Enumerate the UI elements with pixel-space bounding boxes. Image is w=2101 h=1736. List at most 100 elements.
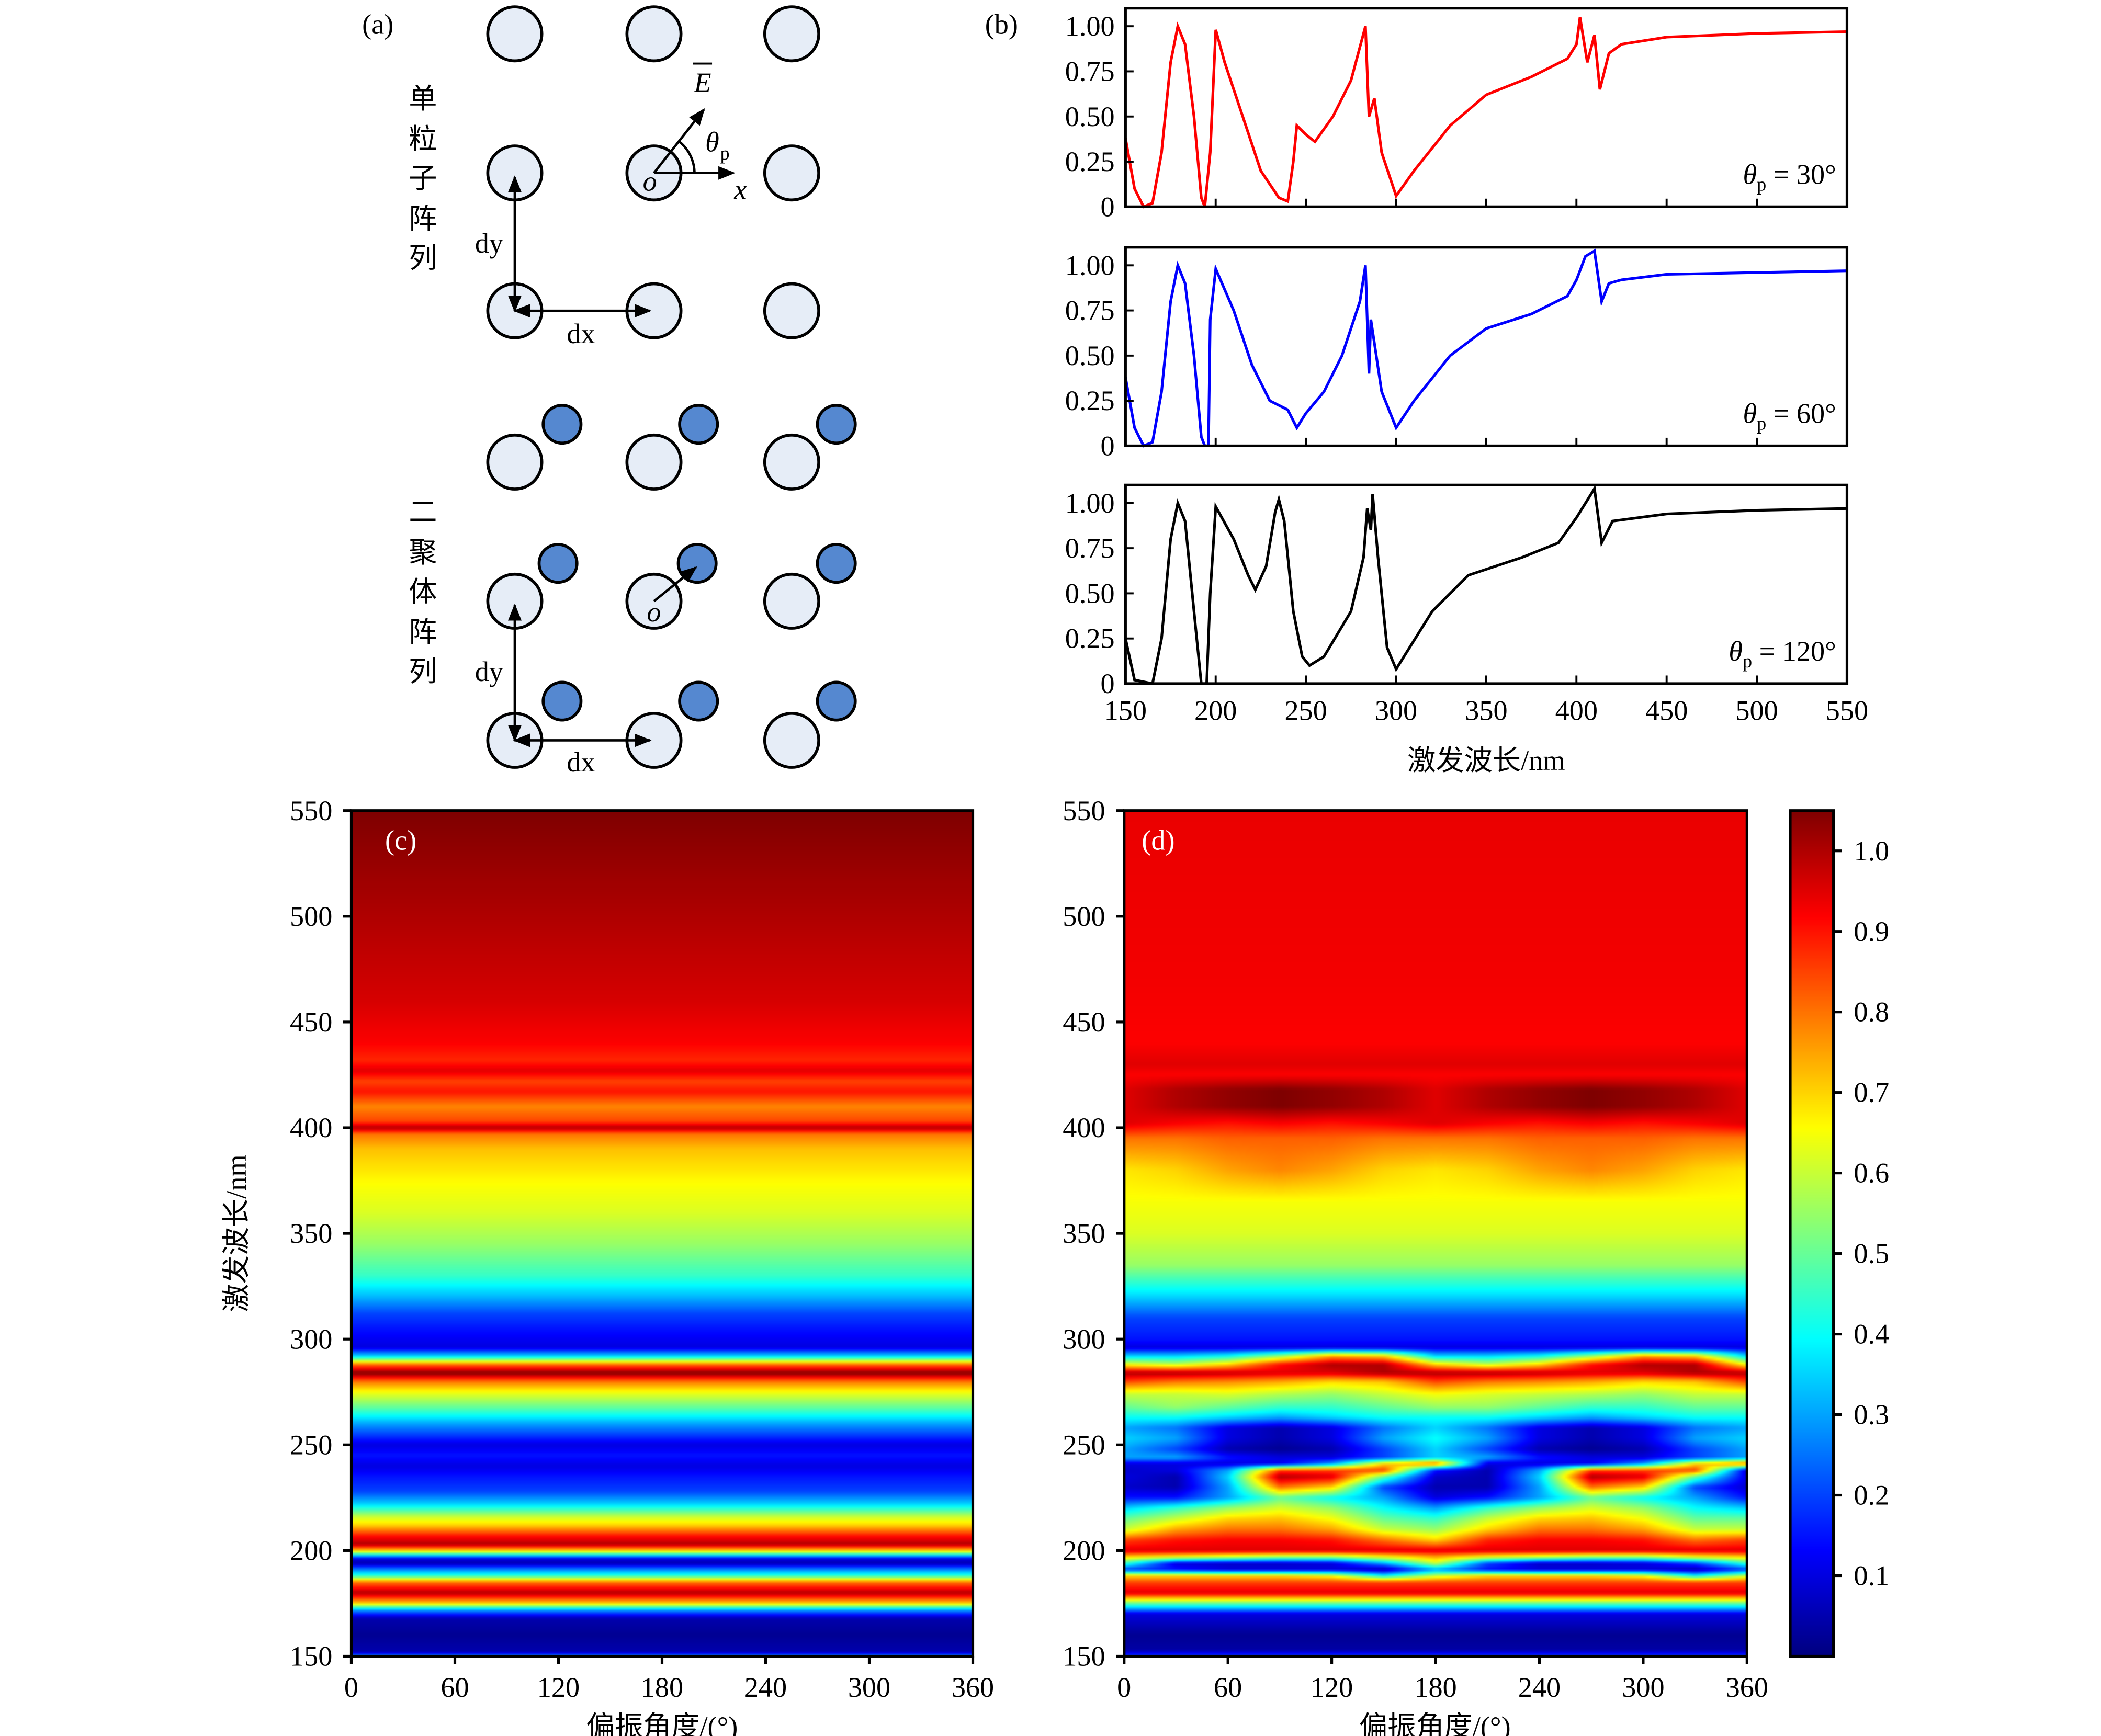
colorbar bbox=[1790, 810, 1834, 1656]
y-tick-label: 550 bbox=[290, 795, 332, 826]
x-label: x bbox=[733, 174, 747, 205]
dimer-small-particle bbox=[816, 680, 857, 722]
y-tick-label: 0.75 bbox=[1065, 532, 1115, 564]
dy-label: dy bbox=[475, 656, 503, 687]
y-tick-label: 200 bbox=[1063, 1535, 1105, 1566]
x-tick-label: 360 bbox=[1726, 1672, 1768, 1703]
group1-title-char: 列 bbox=[409, 243, 437, 274]
dimer-small-particle bbox=[816, 543, 857, 584]
x-tick-label: 0 bbox=[1117, 1672, 1131, 1703]
x-tick-label: 550 bbox=[1826, 695, 1868, 727]
y-tick-label: 450 bbox=[1063, 1006, 1105, 1038]
panel-label-a: (a) bbox=[362, 9, 393, 40]
y-tick-label: 0.25 bbox=[1065, 146, 1115, 177]
y-tick-label: 500 bbox=[1063, 901, 1105, 932]
panel-label-b: (b) bbox=[985, 9, 1018, 40]
colorbar-tick-label: 0.4 bbox=[1854, 1319, 1889, 1350]
dimer-large-particle bbox=[763, 433, 820, 491]
y-tick-label: 0 bbox=[1101, 191, 1115, 222]
particle bbox=[763, 5, 820, 63]
colorbar-tick-label: 0.8 bbox=[1854, 996, 1889, 1028]
x-tick-label: 300 bbox=[1622, 1672, 1664, 1703]
particle bbox=[486, 5, 544, 63]
y-tick-label: 0 bbox=[1101, 668, 1115, 699]
y-tick-label: 0.50 bbox=[1065, 340, 1115, 371]
group2-title: 二 聚 体 阵 列 bbox=[409, 496, 437, 687]
x-tick-label: 120 bbox=[1311, 1672, 1353, 1703]
x-tick-label: 180 bbox=[641, 1672, 683, 1703]
b-x-axis-label: 激发波长/nm bbox=[1407, 745, 1565, 776]
colorbar-frame bbox=[1789, 809, 1835, 1658]
dimer-large-particle bbox=[763, 572, 820, 630]
colorbar-tick-label: 0.1 bbox=[1854, 1560, 1889, 1592]
y-tick-label: 0.75 bbox=[1065, 295, 1115, 326]
dx-label: dx bbox=[567, 318, 595, 349]
y-tick-label: 0.25 bbox=[1065, 623, 1115, 654]
panel-label-c: (c) bbox=[385, 825, 416, 856]
dimer-small-particle bbox=[678, 404, 719, 445]
y-tick-label: 250 bbox=[1063, 1429, 1105, 1460]
dimer-small-particle bbox=[537, 543, 579, 584]
y-tick-label: 1.00 bbox=[1065, 10, 1115, 42]
particle bbox=[625, 5, 683, 63]
x-tick-label: 150 bbox=[1104, 695, 1147, 727]
heatmap-c bbox=[351, 810, 973, 1656]
angle-arc bbox=[679, 141, 696, 173]
y-tick-label: 550 bbox=[1063, 795, 1105, 826]
x-tick-label: 0 bbox=[344, 1672, 358, 1703]
x-tick-label: 250 bbox=[1284, 695, 1327, 727]
e-field-label: E bbox=[693, 67, 711, 98]
dimer-small-particle bbox=[541, 680, 583, 722]
dimer-large-particle bbox=[625, 572, 683, 630]
series-line bbox=[1124, 484, 1847, 686]
panel-b-spectra: (b) 0 0.25 0.50 0.75 1.00 θp = 30° 0 0.25 0.50 0.… bbox=[985, 7, 1868, 776]
x-tick-label: 300 bbox=[1375, 695, 1417, 727]
dy-label: dy bbox=[475, 228, 503, 259]
y-tick-label: 500 bbox=[290, 901, 332, 932]
y-tick-label: 300 bbox=[1063, 1323, 1105, 1355]
x-tick-label: 300 bbox=[848, 1672, 890, 1703]
y-tick-label: 450 bbox=[290, 1006, 332, 1038]
group2-title-char: 二 bbox=[409, 496, 437, 528]
particle-array bbox=[486, 5, 857, 769]
subplot-2: 0 0.25 0.50 0.75 1.00 150 200 250 300 350 400 450 50… bbox=[1065, 483, 1868, 727]
y-tick-label: 400 bbox=[290, 1112, 332, 1143]
dimer-large-particle bbox=[486, 433, 544, 491]
group2-title-char: 体 bbox=[409, 576, 437, 607]
x-tick-label: 500 bbox=[1735, 695, 1778, 727]
x-tick-label: 400 bbox=[1555, 695, 1598, 727]
colorbar-tick-label: 0.7 bbox=[1854, 1077, 1889, 1108]
colorbar-tick-label: 1.0 bbox=[1854, 835, 1889, 867]
panel-d-heatmap: 150 200 250 300 350 400 450 500 550 0 60 120 180 240 3… bbox=[1063, 795, 1889, 1736]
particle bbox=[763, 282, 820, 339]
panel-a-schematic: (a) 单 粒 子 阵 列 二 聚 体 阵 列 dy dx E θ p x o bbox=[362, 5, 857, 778]
colorbar-tick-label: 0.5 bbox=[1854, 1238, 1889, 1269]
d-x-axis-label: 偏振角度/(°) bbox=[1359, 1711, 1511, 1736]
dimer-large-particle bbox=[763, 711, 820, 769]
group2-title-char: 阵 bbox=[409, 617, 437, 648]
y-tick-label: 0.25 bbox=[1065, 385, 1115, 416]
series-line bbox=[1124, 17, 1847, 209]
y-tick-label: 1.00 bbox=[1065, 249, 1115, 281]
origin-label: o bbox=[647, 596, 661, 628]
group1-title-char: 单 bbox=[409, 83, 437, 115]
group1-title: 单 粒 子 阵 列 bbox=[409, 83, 437, 274]
colorbar-tick-label: 0.3 bbox=[1854, 1399, 1889, 1431]
x-tick-label: 180 bbox=[1414, 1672, 1456, 1703]
y-tick-label: 250 bbox=[290, 1429, 332, 1460]
y-tick-label: 0 bbox=[1101, 430, 1115, 462]
theta-label: θ bbox=[705, 126, 719, 157]
y-tick-label: 150 bbox=[290, 1641, 332, 1672]
dimer-small-particle bbox=[541, 404, 583, 445]
x-tick-label: 350 bbox=[1465, 695, 1507, 727]
y-tick-label: 350 bbox=[1063, 1218, 1105, 1249]
dx-label: dx bbox=[567, 746, 595, 778]
y-tick-label: 0.50 bbox=[1065, 101, 1115, 132]
axes-frame bbox=[1124, 246, 1849, 448]
group1-title-char: 粒 bbox=[409, 123, 437, 155]
e-field-arrow bbox=[653, 108, 705, 174]
subplot-1: 0 0.25 0.50 0.75 1.00 θp = 60° bbox=[1065, 246, 1849, 462]
group1-title-char: 子 bbox=[409, 163, 437, 194]
dimer-offset-arrow bbox=[653, 566, 697, 603]
